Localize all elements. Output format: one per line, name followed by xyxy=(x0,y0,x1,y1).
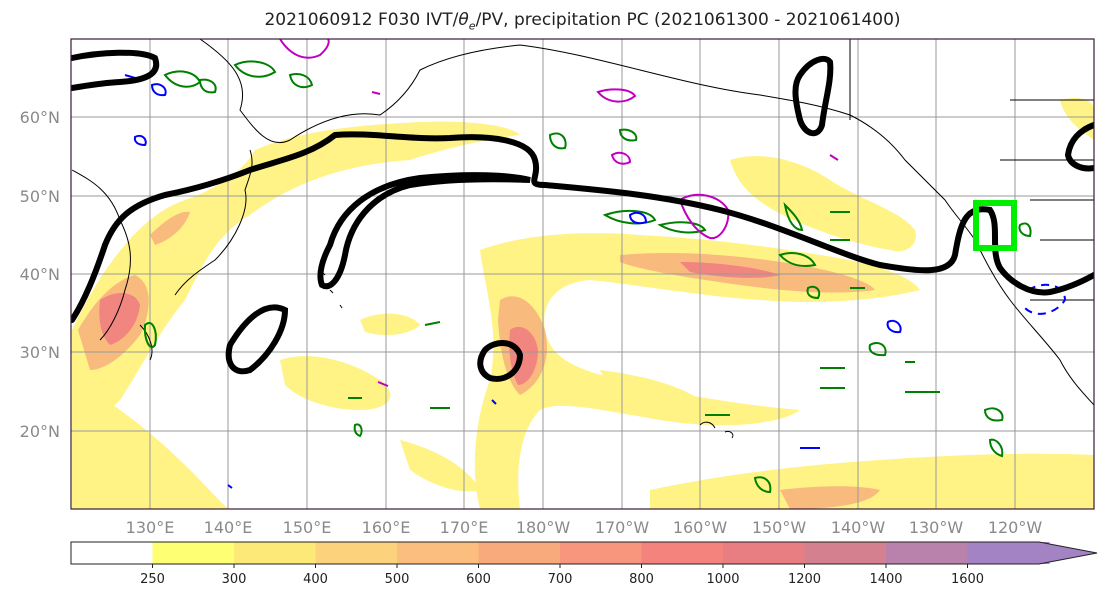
colorbar-tick-label: 400 xyxy=(303,572,328,587)
colorbar-tick-label: 1600 xyxy=(951,572,984,587)
lon-label: 160°W xyxy=(673,518,728,537)
colorbar-segment xyxy=(234,542,316,564)
lon-label: 120°W xyxy=(988,518,1043,537)
lon-label: 130°E xyxy=(126,518,175,537)
colorbar-tick-label: 1200 xyxy=(788,572,821,587)
colorbar-tick-label: 250 xyxy=(140,572,165,587)
colorbar-segment xyxy=(71,542,153,564)
colorbar-tick-label: 800 xyxy=(629,572,654,587)
colorbar-segment xyxy=(804,542,887,564)
lat-label: 60°N xyxy=(20,108,60,127)
colorbar-tick-label: 500 xyxy=(385,572,410,587)
lat-label: 40°N xyxy=(20,265,60,284)
colorbar-segment xyxy=(478,542,561,564)
pv-contours-blue xyxy=(124,74,1067,489)
theta-e-contours xyxy=(71,49,1094,382)
colorbar-segment xyxy=(397,542,479,564)
colorbar-tick-label: 1000 xyxy=(706,572,739,587)
colorbar-tick-label: 700 xyxy=(548,572,573,587)
lat-label: 50°N xyxy=(20,187,60,206)
map-title: 2021060912 F030 IVT/θe/PV, precipitation… xyxy=(264,10,901,33)
colorbar-tick-label: 300 xyxy=(222,572,247,587)
lat-label: 30°N xyxy=(20,343,60,362)
colorbar-segment xyxy=(641,542,724,564)
colorbar-segment xyxy=(152,542,235,564)
lon-label: 170°E xyxy=(440,518,489,537)
plot-frame xyxy=(70,38,1095,510)
lat-label: 20°N xyxy=(20,422,60,441)
colorbar: 250 300 400 500 600 700 800 1000 1200 1400 1600 xyxy=(70,541,1098,587)
graticule xyxy=(71,39,1094,509)
lat-labels: 60°N 50°N 40°N 30°N 20°N xyxy=(20,108,60,441)
lon-label: 180°W xyxy=(516,518,571,537)
pv-contours-magenta xyxy=(279,39,839,387)
lon-label: 140°W xyxy=(831,518,886,537)
lon-label: 170°W xyxy=(595,518,650,537)
colorbar-tick-label: 1400 xyxy=(869,572,902,587)
colorbar-segment xyxy=(723,542,805,564)
lon-label: 150°W xyxy=(752,518,807,537)
colorbar-extend-arrow xyxy=(967,542,1097,564)
colorbar-tick-label: 600 xyxy=(466,572,491,587)
lon-label: 130°W xyxy=(909,518,964,537)
lon-labels: 130°E 140°E 150°E 160°E 170°E 180°W 170°… xyxy=(126,518,1043,537)
lon-label: 140°E xyxy=(204,518,253,537)
colorbar-segment xyxy=(315,542,398,564)
target-box xyxy=(973,200,1017,251)
colorbar-outline xyxy=(70,541,1098,565)
lon-label: 160°E xyxy=(362,518,411,537)
colorbar-segment xyxy=(560,542,642,564)
colorbar-segment xyxy=(886,542,968,564)
lon-label: 150°E xyxy=(283,518,332,537)
pv-contours-green xyxy=(143,60,1032,494)
ivt-shading xyxy=(72,98,1094,509)
